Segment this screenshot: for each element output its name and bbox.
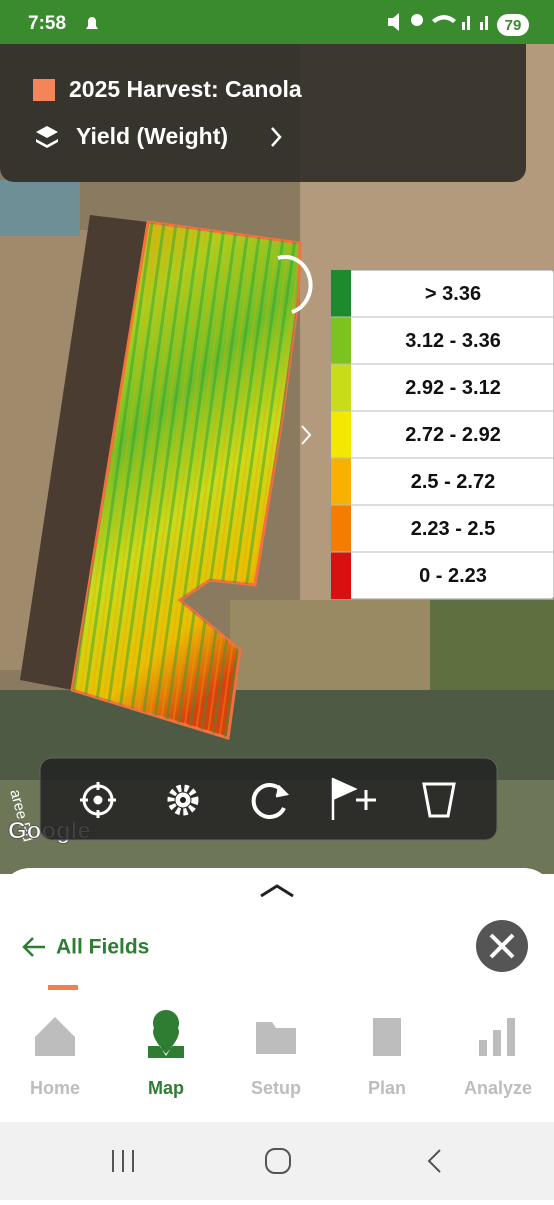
home-button[interactable] [265, 1148, 291, 1174]
layer-chevron[interactable] [271, 127, 282, 147]
layers-icon [36, 126, 58, 148]
draw-boundary-button[interactable] [422, 782, 456, 818]
notification-icon [86, 17, 98, 29]
legend-swatch [331, 364, 351, 411]
legend-swatch [331, 505, 351, 552]
locate-button[interactable] [80, 782, 116, 818]
legend-label: 0 - 2.23 [419, 565, 487, 587]
back-button[interactable] [427, 1149, 441, 1173]
nav-icon[interactable] [373, 1018, 401, 1056]
legend-toggle[interactable] [301, 425, 312, 445]
status-icons [388, 13, 488, 31]
close-button[interactable] [476, 920, 528, 972]
nav-label[interactable]: Map [148, 1078, 184, 1098]
bottom-sheet [0, 868, 554, 1122]
legend-swatch [331, 411, 351, 458]
nav-icon[interactable] [479, 1018, 515, 1056]
legend: > 3.36 3.12 - 3.36 2.92 - 3.12 2.72 - 2.92 2… [330, 269, 554, 600]
harvest-title[interactable]: 2025 Harvest: Canola [69, 76, 302, 102]
sheet-handle[interactable] [260, 884, 294, 898]
legend-label: 2.5 - 2.72 [411, 471, 496, 493]
loading-spinner [277, 254, 313, 314]
nav-icon[interactable] [35, 1017, 75, 1056]
legend-label: 2.23 - 2.5 [411, 518, 496, 540]
yield-texture [72, 222, 300, 738]
legend-swatch [331, 458, 351, 505]
header-panel [0, 44, 526, 182]
crop-color [33, 79, 55, 101]
signal-icon [467, 16, 470, 30]
nav-label[interactable]: Home [30, 1078, 80, 1098]
map-toolbar [39, 757, 498, 841]
recents-button[interactable] [112, 1150, 134, 1172]
nav-label[interactable]: Plan [368, 1078, 406, 1098]
system-nav [0, 1122, 554, 1200]
wifi-icon [432, 15, 456, 23]
nav-label[interactable]: Analyze [464, 1078, 532, 1098]
status-time: 7:58 [28, 13, 66, 34]
battery-level: 79 [505, 17, 522, 34]
nav-icon[interactable] [148, 1010, 184, 1058]
battery [497, 14, 529, 36]
signal-icon [480, 22, 483, 30]
settings-button[interactable] [167, 784, 199, 816]
legend-swatch [331, 270, 351, 317]
signal-icon [485, 16, 488, 30]
bottom-nav: Home Map Setup Plan Analyze [30, 1010, 532, 1098]
field-thumb [48, 985, 78, 990]
legend-swatch [331, 317, 351, 364]
paddock [20, 215, 148, 690]
back-arrow[interactable] [22, 937, 45, 957]
all-fields-link[interactable]: All Fields [56, 936, 149, 959]
location-icon [411, 14, 423, 26]
legend-label: 2.72 - 2.92 [405, 424, 501, 446]
nav-icon[interactable] [256, 1022, 296, 1054]
nav-label[interactable]: Setup [251, 1078, 301, 1098]
mute-icon [388, 13, 399, 31]
layer-name[interactable]: Yield (Weight) [76, 123, 228, 149]
legend-label: 2.92 - 3.12 [405, 377, 501, 399]
add-flag-button[interactable] [331, 777, 376, 820]
legend-label: 3.12 - 3.36 [405, 330, 501, 352]
legend-swatch [331, 552, 351, 599]
refresh-button[interactable] [251, 783, 290, 819]
status-bar [0, 0, 554, 44]
legend-label: > 3.36 [425, 283, 481, 305]
paddock [0, 180, 80, 236]
signal-icon [462, 22, 465, 30]
